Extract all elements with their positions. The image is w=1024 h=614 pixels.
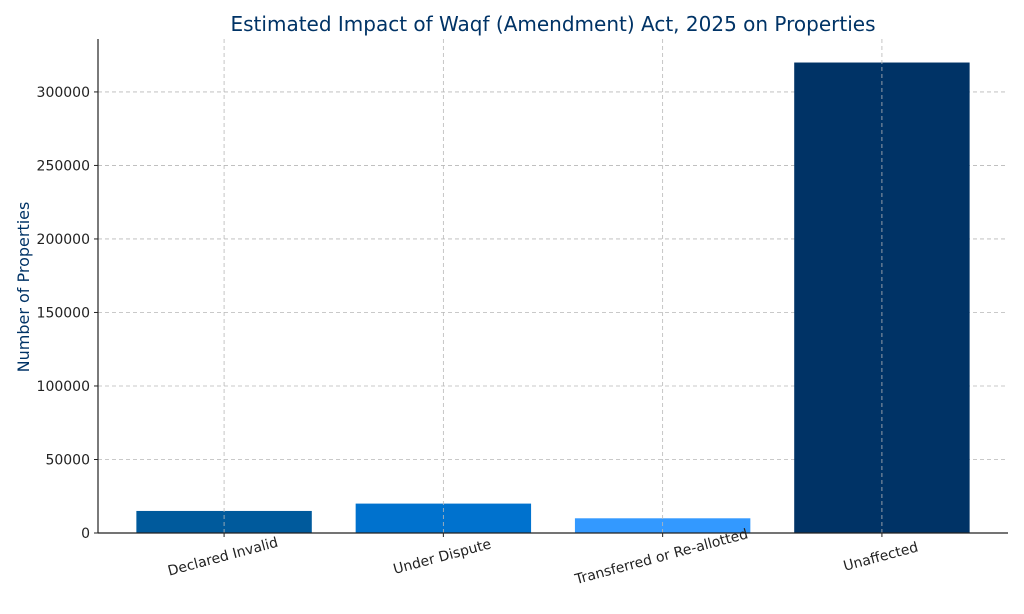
x-axis-ticks: Declared Invalid Under Dispute Transferred… (166, 526, 920, 588)
y-axis-label: Number of Properties (14, 202, 33, 373)
bar-declared-invalid (136, 510, 312, 533)
x-tick-label: Declared Invalid (166, 535, 280, 580)
y-tick-label: 150000 (37, 305, 90, 321)
y-tick-label: 50000 (45, 452, 90, 468)
x-tick-label: Unaffected (842, 539, 920, 574)
x-tick-label: Transferred or Re-allotted (572, 526, 749, 588)
y-axis-ticks: 0 50000 100000 150000 200000 250000 300000 (37, 85, 98, 542)
y-tick-label: 200000 (37, 232, 90, 248)
y-tick-label: 0 (81, 526, 90, 542)
bars (136, 39, 970, 534)
y-tick-label: 300000 (37, 85, 90, 101)
y-tick-label: 100000 (37, 379, 90, 395)
chart-title: Estimated Impact of Waqf (Amendment) Act… (231, 12, 876, 36)
y-tick-label: 250000 (37, 158, 90, 174)
x-tick-label: Under Dispute (392, 536, 493, 578)
